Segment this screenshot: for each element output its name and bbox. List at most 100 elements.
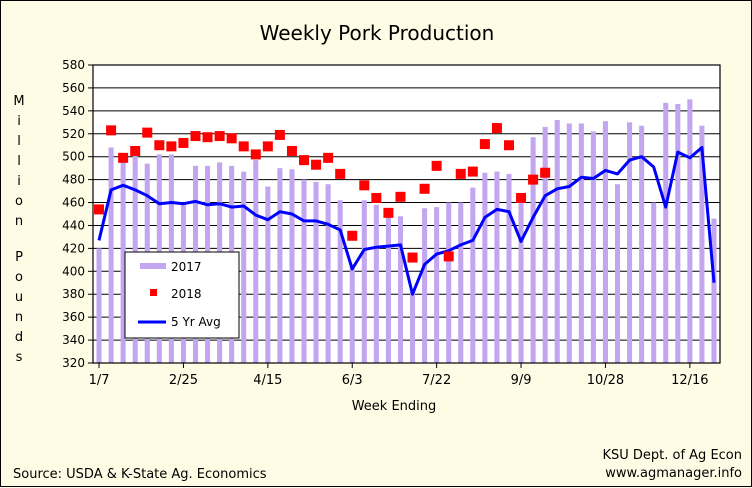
bar-2017 xyxy=(337,200,343,363)
marker-2018 xyxy=(395,191,406,202)
y-tick-label: 380 xyxy=(62,287,85,301)
x-tick-label: 1/7 xyxy=(89,373,110,388)
legend-label-5yr-avg: 5 Yr Avg xyxy=(171,315,221,329)
marker-2018 xyxy=(431,160,442,171)
marker-2018 xyxy=(311,159,322,170)
bar-2017 xyxy=(530,137,536,363)
bar-2017 xyxy=(120,160,126,363)
marker-2018 xyxy=(94,204,105,215)
marker-2018 xyxy=(540,167,551,178)
plot-border xyxy=(92,64,721,364)
marker-2018 xyxy=(383,207,394,218)
bar-2017 xyxy=(446,202,452,363)
y-tick-label: 560 xyxy=(62,81,85,95)
x-tick-label: 2/25 xyxy=(169,373,198,388)
y-axis-label-char: o xyxy=(15,270,23,285)
bar-2017 xyxy=(325,184,331,363)
bar-2017 xyxy=(289,169,295,363)
bar-2017 xyxy=(301,179,307,363)
bar-2017 xyxy=(687,99,693,363)
marker-2018 xyxy=(262,141,273,152)
bar-2017 xyxy=(602,121,608,364)
y-axis-label-char: u xyxy=(15,290,23,305)
marker-2018 xyxy=(455,168,466,179)
marker-2018 xyxy=(154,140,165,151)
marker-2018 xyxy=(516,192,527,203)
x-tick-label: 10/28 xyxy=(587,373,624,388)
bar-2017 xyxy=(434,207,440,363)
y-tick-label: 360 xyxy=(62,310,85,324)
x-tick-label: 9/9 xyxy=(511,373,532,388)
bar-2017 xyxy=(108,147,114,363)
bar-2017 xyxy=(397,216,404,363)
x-tick-label: 12/16 xyxy=(671,373,708,388)
marker-2018 xyxy=(250,149,261,160)
bar-2017 xyxy=(277,168,283,363)
y-tick-label: 540 xyxy=(62,104,85,118)
bar-2017 xyxy=(265,186,271,363)
credit-line-2: www.agmanager.info xyxy=(605,466,742,481)
bar-2017 xyxy=(554,120,560,363)
bar-2017 xyxy=(482,172,488,363)
marker-2018 xyxy=(503,140,514,151)
x-tick-label: 4/15 xyxy=(253,373,282,388)
marker-2018 xyxy=(323,152,334,163)
y-axis-label-char: P xyxy=(15,250,23,265)
bar-2017 xyxy=(506,173,512,363)
y-axis-label-char: s xyxy=(16,350,23,365)
y-tick-label: 400 xyxy=(62,264,85,278)
legend-label-2017: 2017 xyxy=(171,260,202,274)
bar-2017 xyxy=(241,171,247,363)
bar-2017 xyxy=(675,103,681,363)
y-axis-ticks: 320 340 360 380 400 420 440 460 480 500 520 540 560 5… xyxy=(62,58,93,370)
x-axis-label: Week Ending xyxy=(352,399,437,414)
marker-2018 xyxy=(202,132,213,143)
marker-2018 xyxy=(335,168,346,179)
marker-2018 xyxy=(467,166,478,177)
bar-2017 xyxy=(253,160,259,363)
bar-2017 xyxy=(385,209,391,363)
bar-2017 xyxy=(96,248,102,363)
y-axis-label-char: d xyxy=(15,330,23,345)
marker-2018 xyxy=(106,125,117,136)
bar-2017 xyxy=(651,202,657,363)
bar-2017 xyxy=(639,125,645,363)
y-axis-label-char: n xyxy=(15,214,23,229)
bar-2017 xyxy=(313,181,319,363)
marker-2018 xyxy=(118,152,129,163)
marker-2018 xyxy=(166,141,177,152)
x-tick-label: 6/3 xyxy=(342,373,363,388)
bar-2017 xyxy=(349,264,355,363)
y-tick-label: 340 xyxy=(62,333,85,347)
legend-swatch-2018 xyxy=(150,289,157,296)
bar-2017 xyxy=(711,218,717,363)
x-tick-label: 7/22 xyxy=(422,373,451,388)
marker-2018 xyxy=(130,145,141,156)
bar-2017 xyxy=(470,187,476,363)
bar-2017 xyxy=(373,204,379,363)
y-tick-label: 460 xyxy=(62,196,85,210)
marker-2018 xyxy=(347,230,358,241)
y-axis-label-char: l xyxy=(17,134,21,149)
marker-2018 xyxy=(274,129,285,140)
marker-2018 xyxy=(214,131,225,142)
bar-2017 xyxy=(409,291,416,363)
bar-2017 xyxy=(627,122,633,363)
marker-2018 xyxy=(190,131,201,142)
bar-2017 xyxy=(614,184,621,363)
bar-2017 xyxy=(494,171,500,363)
marker-2018 xyxy=(528,174,539,185)
marker-2018 xyxy=(226,133,237,144)
chart-title: Weekly Pork Production xyxy=(260,21,495,45)
legend: 2017 2018 5 Yr Avg xyxy=(124,251,240,339)
legend-swatch-2017 xyxy=(140,263,166,269)
marker-2018 xyxy=(419,183,430,194)
source-text: Source: USDA & K-State Ag. Economics xyxy=(13,467,267,482)
y-axis-label-char: M xyxy=(13,94,24,109)
bar-2017 xyxy=(361,200,367,363)
y-tick-label: 420 xyxy=(62,241,85,255)
y-tick-label: 480 xyxy=(62,173,85,187)
series-5yr-avg-line xyxy=(97,146,716,296)
